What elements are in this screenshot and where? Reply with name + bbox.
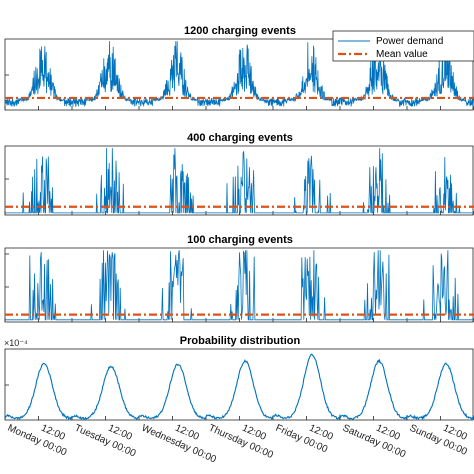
panel-2: 400 charging events <box>4 132 474 216</box>
panel-title: Probability distribution <box>180 335 301 347</box>
y-exponent-label: ×10⁻⁴ <box>4 338 28 348</box>
legend-label: Mean value <box>376 49 428 60</box>
panel-title: 100 charging events <box>187 234 293 246</box>
panel-3: 100 charging events <box>4 234 474 323</box>
axes-box <box>4 247 474 323</box>
panel-title: 400 charging events <box>187 132 293 144</box>
axes-box <box>4 348 474 421</box>
power-demand-line <box>5 250 474 321</box>
power-demand-line <box>5 148 474 214</box>
probability-line <box>4 353 474 421</box>
power-demand-line <box>4 40 474 108</box>
legend-box <box>332 30 474 62</box>
legend-label: Power demand <box>376 36 443 47</box>
axes-box <box>4 38 474 111</box>
panel-title: 1200 charging events <box>184 25 296 37</box>
legend: Power demand Mean value <box>332 30 474 62</box>
panel-1: 1200 charging events Power demand Mean val… <box>4 25 474 111</box>
axes-box <box>4 145 474 216</box>
